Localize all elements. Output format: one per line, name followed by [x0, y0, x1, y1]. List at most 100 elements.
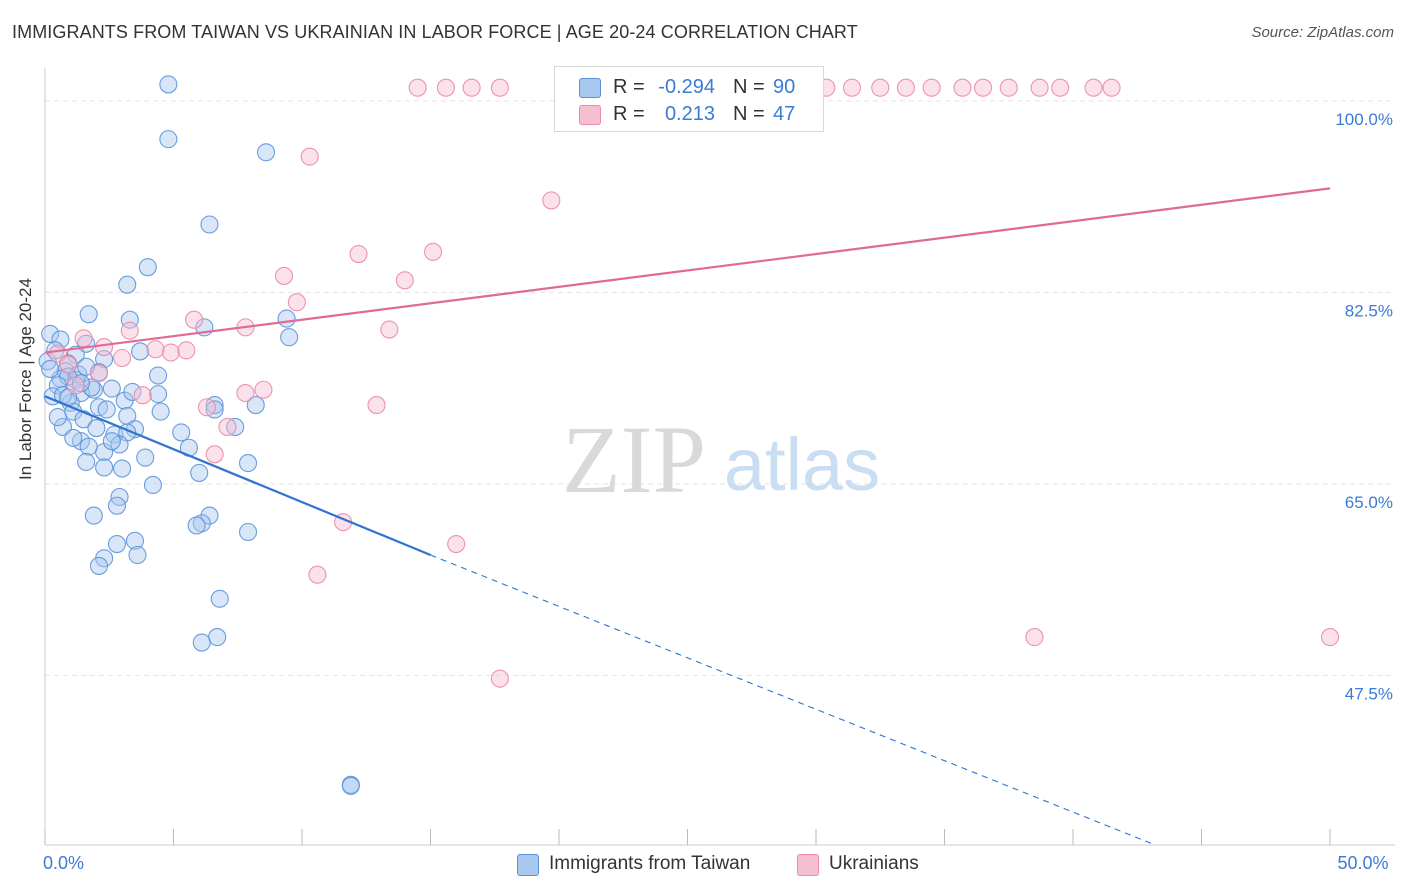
ukrainian-point	[287, 293, 306, 312]
source-credit: Source: ZipAtlas.com	[1251, 24, 1394, 41]
taiwan-point	[120, 310, 139, 329]
ukrainian-point	[395, 271, 414, 290]
ukrainian-point	[842, 78, 862, 97]
ukrainian-point	[146, 340, 165, 359]
taiwan-point	[41, 359, 60, 379]
ukrainian-point	[490, 669, 509, 688]
legend-n-label: N =	[733, 76, 765, 98]
ukrainian-point	[197, 398, 216, 417]
taiwan-point	[48, 376, 67, 395]
taiwan-point	[82, 378, 101, 397]
ukrainian-point	[542, 191, 561, 210]
taiwan-point	[149, 366, 168, 385]
legend-r-label: R =	[613, 103, 645, 125]
taiwan-point	[277, 309, 296, 328]
taiwan-point	[131, 342, 150, 361]
taiwan-point	[138, 258, 157, 277]
legend-r-value: 0.213	[664, 103, 715, 125]
taiwan-point	[102, 379, 121, 398]
taiwan-point	[123, 382, 142, 401]
ukrainian-point	[871, 78, 890, 97]
ukrainian-point	[133, 386, 152, 405]
ukrainian-point	[1084, 78, 1103, 97]
taiwan-point	[143, 475, 162, 495]
taiwan-point	[200, 215, 219, 234]
taiwan-point	[200, 506, 219, 525]
ukrainian-point	[185, 310, 204, 329]
taiwan-point	[97, 400, 116, 419]
taiwan-point	[159, 75, 178, 94]
tick-label-layer: 100.0% 82.5% 65.0% 47.5% 0.0% 50.0%	[43, 110, 1393, 873]
taiwan-point	[125, 531, 144, 550]
taiwan-point	[95, 458, 114, 477]
ukrainian-point	[424, 242, 443, 261]
legend-r-value: -0.294	[658, 76, 715, 98]
taiwan-trendline	[44, 395, 431, 557]
ukrainian-point	[436, 78, 455, 97]
taiwan-point	[107, 534, 127, 554]
taiwan-point	[341, 776, 360, 795]
legend-n-value: 47	[773, 103, 796, 125]
legend-n-value: 90	[773, 76, 796, 98]
ukrainian-point	[120, 321, 139, 340]
taiwan-point	[187, 516, 206, 535]
ukrainian-point	[462, 78, 481, 97]
taiwan-point	[238, 522, 258, 542]
ukrainian-point	[177, 341, 196, 360]
legend-swatch-pink	[579, 105, 601, 125]
ukrainian-point	[1102, 78, 1121, 97]
ukrainian-point	[367, 396, 386, 415]
taiwan-point	[149, 385, 168, 404]
ukrainian-point	[1025, 628, 1044, 647]
ukrainian-point	[254, 380, 273, 399]
ukrainian-point	[896, 78, 916, 97]
ukrainian-point	[490, 78, 509, 97]
trend-layer	[44, 187, 1331, 846]
ukrainian-point	[308, 565, 327, 584]
taiwan-point	[84, 506, 103, 525]
y-tick-label: 82.5%	[1345, 301, 1393, 320]
taiwan-point	[159, 130, 178, 149]
ukrainian-point	[973, 78, 993, 97]
y-tick-label: 65.0%	[1345, 493, 1393, 512]
taiwan-point	[41, 324, 60, 343]
taiwan-point	[48, 408, 67, 427]
ukrainian-point	[59, 355, 78, 374]
taiwan-point	[136, 448, 155, 467]
ukrainian-point	[1051, 78, 1070, 97]
taiwan-point	[226, 417, 245, 437]
ukrainian-point	[408, 78, 427, 97]
taiwan-point	[77, 452, 96, 472]
legend-swatch-pink	[797, 854, 819, 876]
taiwan-point	[118, 275, 137, 294]
legend-row-taiwan: R = -0.294 N = 90	[555, 74, 823, 100]
legend-row-ukrainians: R = 0.213 N = 47	[555, 101, 823, 127]
ukrainian-point	[922, 78, 941, 97]
taiwan-point	[87, 418, 106, 438]
taiwan-point	[256, 143, 276, 162]
ukrainian-point	[66, 376, 85, 395]
taiwan-point	[190, 463, 209, 482]
watermark-zip: ZIP	[562, 406, 706, 513]
taiwan-point	[128, 545, 147, 565]
stats-legend: R = -0.294 N = 90 R = 0.213 N = 47	[554, 66, 824, 132]
ukrainian-point	[380, 320, 399, 339]
watermark: ZIP atlas	[562, 406, 880, 513]
y-tick-label: 47.5%	[1345, 684, 1393, 703]
taiwan-point	[51, 330, 70, 349]
ukrainian-point	[300, 147, 319, 166]
chart-title: IMMIGRANTS FROM TAIWAN VS UKRAINIAN IN L…	[12, 22, 858, 42]
taiwan-point	[280, 328, 299, 347]
x-tick-label: 50.0%	[1337, 853, 1388, 873]
ukrainian-point	[218, 417, 237, 437]
legend-label-taiwan: Immigrants from Taiwan	[549, 853, 751, 874]
taiwan-point	[238, 454, 258, 473]
ukrainian-point	[74, 329, 93, 348]
ukrainian-point	[113, 348, 132, 368]
taiwan-point	[79, 437, 98, 456]
taiwan-point	[89, 556, 109, 575]
ukrainian-point	[953, 78, 972, 97]
taiwan-point	[64, 428, 83, 447]
ukrainian-point	[95, 338, 114, 357]
